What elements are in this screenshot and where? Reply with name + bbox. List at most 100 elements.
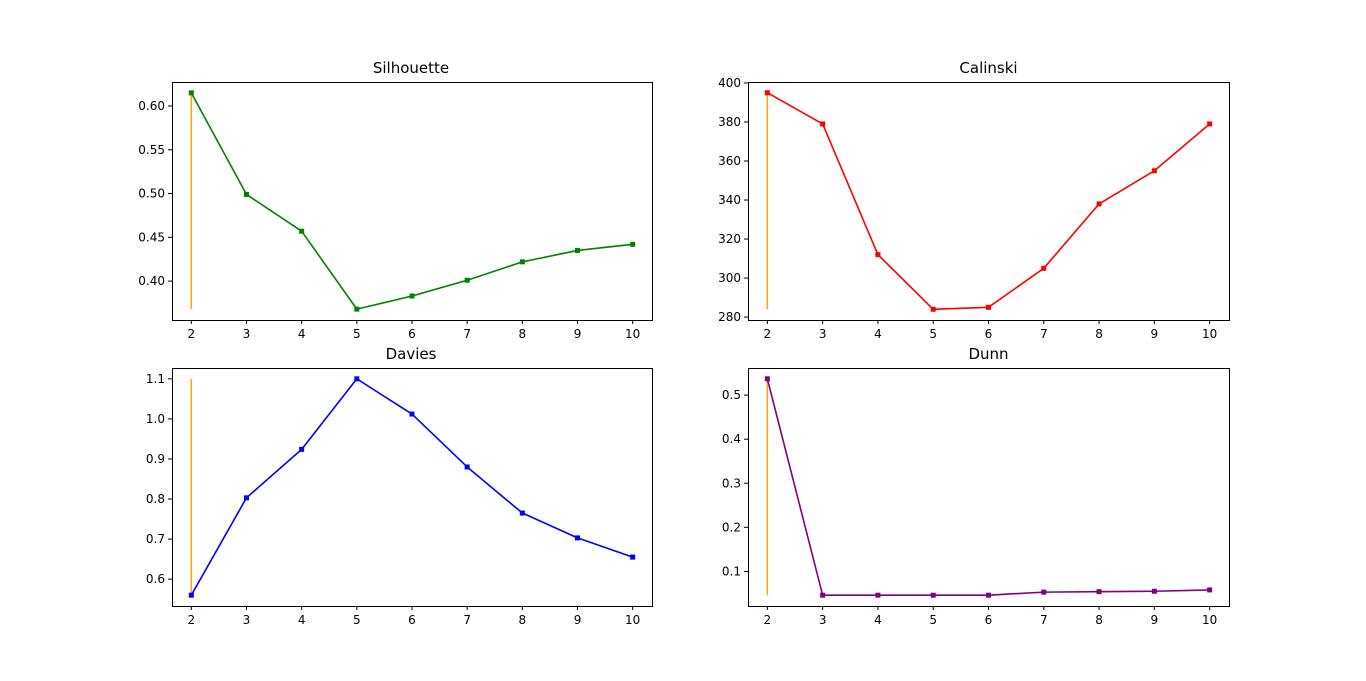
x-tick-label: 7 bbox=[463, 327, 471, 341]
panel-title: Davies bbox=[386, 345, 437, 363]
y-tick-label: 0.7 bbox=[146, 532, 165, 546]
x-tick-label: 7 bbox=[1040, 613, 1048, 627]
x-tick-label: 8 bbox=[519, 613, 527, 627]
data-point bbox=[630, 554, 636, 560]
y-tick-label: 0.5 bbox=[722, 388, 741, 402]
y-tick-label: 400 bbox=[718, 76, 741, 90]
data-point bbox=[519, 259, 525, 265]
data-point bbox=[764, 376, 770, 382]
data-point bbox=[986, 592, 991, 598]
data-point bbox=[764, 90, 770, 96]
data-point bbox=[243, 191, 249, 197]
x-tick-label: 4 bbox=[298, 613, 306, 627]
y-tick-label: 0.4 bbox=[722, 432, 741, 446]
data-point bbox=[875, 252, 881, 258]
y-tick-label: 0.45 bbox=[138, 230, 165, 244]
x-tick-label: 10 bbox=[625, 613, 640, 627]
x-tick-label: 10 bbox=[1202, 327, 1217, 341]
data-point bbox=[1151, 588, 1157, 594]
y-tick-label: 280 bbox=[718, 310, 741, 324]
y-tick-label: 380 bbox=[718, 115, 741, 129]
x-tick-label: 3 bbox=[819, 327, 827, 341]
data-point bbox=[1041, 265, 1047, 271]
y-tick-label: 0.2 bbox=[722, 520, 741, 534]
x-tick-label: 5 bbox=[353, 613, 361, 627]
plot-area: 2 3 4 5 6 7 8 9 10 0.1 0.2 0.3 0.4 0.5 bbox=[722, 368, 1230, 627]
data-point bbox=[820, 121, 826, 127]
data-point bbox=[519, 510, 525, 516]
plot-area: 2 3 4 5 6 7 8 9 10 0.40 0.45 0.50 0.55 0.60 bbox=[138, 82, 653, 341]
x-tick-label: 2 bbox=[187, 613, 195, 627]
data-point bbox=[1151, 168, 1157, 174]
x-tick-label: 4 bbox=[874, 327, 882, 341]
x-tick-label: 5 bbox=[353, 327, 361, 341]
data-point bbox=[630, 241, 636, 247]
data-point bbox=[464, 464, 470, 470]
x-tick-label: 2 bbox=[187, 327, 195, 341]
x-tick-label: 9 bbox=[574, 327, 582, 341]
y-tick-label: 1.1 bbox=[146, 372, 165, 386]
x-tick-label: 10 bbox=[625, 327, 640, 341]
x-tick-label: 7 bbox=[463, 613, 471, 627]
y-tick-label: 300 bbox=[718, 271, 741, 285]
data-point bbox=[575, 247, 581, 253]
x-tick-label: 5 bbox=[929, 613, 937, 627]
x-tick-label: 4 bbox=[298, 327, 306, 341]
data-point bbox=[409, 411, 415, 417]
data-point bbox=[299, 446, 305, 452]
y-tick-label: 0.9 bbox=[146, 452, 165, 466]
y-tick-label: 0.55 bbox=[138, 143, 165, 157]
data-point bbox=[464, 277, 470, 283]
data-point bbox=[354, 306, 360, 312]
x-tick-label: 9 bbox=[1151, 327, 1159, 341]
data-point bbox=[409, 293, 415, 299]
panel-title: Dunn bbox=[968, 345, 1008, 363]
x-tick-label: 7 bbox=[1040, 327, 1048, 341]
data-point bbox=[354, 376, 360, 382]
x-tick-label: 9 bbox=[1151, 613, 1159, 627]
y-tick-label: 0.40 bbox=[138, 274, 165, 288]
x-tick-label: 8 bbox=[1095, 327, 1103, 341]
y-tick-label: 360 bbox=[718, 154, 741, 168]
data-point bbox=[243, 495, 249, 501]
x-tick-label: 10 bbox=[1202, 613, 1217, 627]
x-tick-label: 8 bbox=[519, 327, 527, 341]
data-point bbox=[188, 90, 194, 96]
x-tick-label: 3 bbox=[819, 613, 827, 627]
x-tick-label: 5 bbox=[929, 327, 937, 341]
y-tick-label: 0.8 bbox=[146, 492, 165, 506]
x-tick-label: 6 bbox=[408, 613, 416, 627]
y-tick-label: 320 bbox=[718, 232, 741, 246]
x-tick-label: 3 bbox=[243, 613, 251, 627]
x-tick-label: 9 bbox=[574, 613, 582, 627]
y-tick-label: 340 bbox=[718, 193, 741, 207]
data-point bbox=[299, 228, 305, 234]
y-tick-label: 0.6 bbox=[146, 572, 165, 586]
plot-area: 2 3 4 5 6 7 8 9 10 280 300 320 340 360 380 400 bbox=[718, 76, 1230, 341]
data-point bbox=[930, 592, 936, 598]
data-point bbox=[875, 592, 881, 598]
panel-dunn: Dunn 2 3 4 5 6 7 8 9 10 0.1 0.2 0.3 0.4 0.5 bbox=[722, 345, 1230, 627]
data-point bbox=[986, 304, 991, 310]
data-point bbox=[1207, 587, 1213, 593]
x-tick-label: 3 bbox=[243, 327, 251, 341]
x-tick-label: 8 bbox=[1095, 613, 1103, 627]
y-tick-label: 0.1 bbox=[722, 564, 741, 578]
y-tick-label: 0.3 bbox=[722, 476, 741, 490]
x-tick-label: 6 bbox=[408, 327, 416, 341]
panel-calinski: Calinski 2 3 4 5 6 7 8 9 10 280 300 320 340 360 380 400 bbox=[718, 59, 1230, 341]
x-tick-label: 4 bbox=[874, 613, 882, 627]
panel-davies: Davies 2 3 4 5 6 7 8 9 10 0.6 0.7 0.8 0.9 1.0 1.1 bbox=[146, 345, 653, 627]
panel-title: Silhouette bbox=[373, 59, 449, 77]
plot-area: 2 3 4 5 6 7 8 9 10 0.6 0.7 0.8 0.9 1.0 1.1 bbox=[146, 368, 653, 627]
x-tick-label: 2 bbox=[764, 327, 772, 341]
y-tick-label: 0.50 bbox=[138, 187, 165, 201]
panel-silhouette: Silhouette 2 3 4 5 6 7 8 9 10 0.40 0.45 0.50 0.55 0.6… bbox=[138, 59, 653, 341]
data-point bbox=[1207, 121, 1213, 127]
panel-title: Calinski bbox=[959, 59, 1017, 77]
data-point bbox=[188, 592, 194, 598]
data-point bbox=[820, 592, 826, 598]
data-point bbox=[930, 306, 936, 312]
